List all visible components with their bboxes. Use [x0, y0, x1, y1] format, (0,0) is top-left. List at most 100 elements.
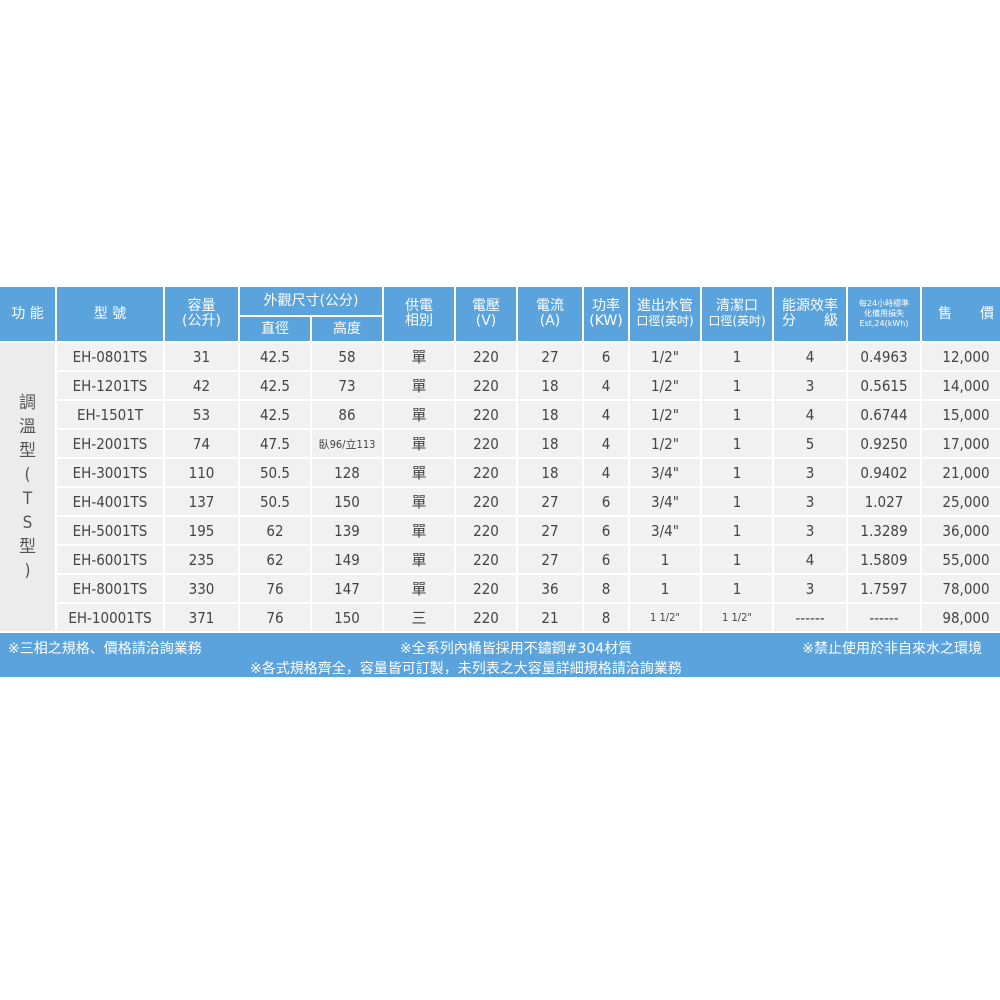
- cell-voltage: 220: [456, 343, 516, 372]
- cell-diameter: 76: [240, 575, 310, 604]
- table-row: EH-6001TS 235 62 149 單 220 27 6 1 1 4 1.5809 55,000: [0, 546, 1000, 575]
- footer-notes: ※三相之規格、價格請洽詢業務 ※全系列內桶皆採用不鏽鋼#304材質 ※禁止使用於…: [0, 633, 1000, 677]
- cell-phase: 單: [384, 575, 454, 604]
- cell-model: EH-3001TS: [57, 459, 163, 488]
- cell-power: 6: [584, 546, 628, 575]
- cell-diameter: 62: [240, 546, 310, 575]
- cell-diameter: 42.5: [240, 343, 310, 372]
- header-voltage: 電壓 (V): [456, 287, 516, 343]
- cell-clean: 1: [702, 343, 772, 372]
- header-phase: 供電 相別: [384, 287, 454, 343]
- cell-pipe: 1 1/2": [630, 604, 700, 633]
- header-diameter: 直徑: [240, 317, 310, 343]
- footer-note: ※三相之規格、價格請洽詢業務: [8, 641, 202, 657]
- spec-table: 功 能 型 號 容量 (公升) 外觀尺寸(公分) 供電 相別 電壓 (V) 電流 (A)…: [0, 287, 1000, 633]
- cell-phase: 單: [384, 546, 454, 575]
- cell-power: 4: [584, 401, 628, 430]
- cell-voltage: 220: [456, 575, 516, 604]
- cell-standby-loss: 1.7597: [848, 575, 920, 604]
- cell-model: EH-1501T: [57, 401, 163, 430]
- cell-pipe: 1/2": [630, 401, 700, 430]
- cell-capacity: 53: [165, 401, 238, 430]
- header-loss: 每24小時標準 化備用損失 Est,24(kWh): [848, 287, 920, 343]
- table-row: EH-1501T 53 42.5 86 單 220 18 4 1/2" 1 4 0.6744 15,00…: [0, 401, 1000, 430]
- cell-diameter: 62: [240, 517, 310, 546]
- cell-height: 73: [312, 372, 382, 401]
- cell-current: 21: [518, 604, 582, 633]
- cell-price: 55,000: [922, 546, 1000, 575]
- cell-voltage: 220: [456, 459, 516, 488]
- cell-voltage: 220: [456, 517, 516, 546]
- cell-price: 15,000: [922, 401, 1000, 430]
- cell-current: 36: [518, 575, 582, 604]
- cell-standby-loss: ------: [848, 604, 920, 633]
- header-capacity: 容量 (公升): [165, 287, 238, 343]
- header-price: 售 價: [922, 287, 1000, 343]
- cell-height: 147: [312, 575, 382, 604]
- cell-standby-loss: 1.3289: [848, 517, 920, 546]
- cell-current: 18: [518, 401, 582, 430]
- cell-clean: 1: [702, 488, 772, 517]
- cell-power: 6: [584, 488, 628, 517]
- cell-capacity: 42: [165, 372, 238, 401]
- cell-current: 18: [518, 459, 582, 488]
- cell-current: 27: [518, 546, 582, 575]
- cell-standby-loss: 0.4963: [848, 343, 920, 372]
- cell-energy-grade: ------: [774, 604, 846, 633]
- cell-phase: 單: [384, 430, 454, 459]
- cell-model: EH-5001TS: [57, 517, 163, 546]
- cell-energy-grade: 4: [774, 401, 846, 430]
- cell-height: 139: [312, 517, 382, 546]
- cell-clean: 1: [702, 430, 772, 459]
- cell-price: 78,000: [922, 575, 1000, 604]
- table-row: EH-8001TS 330 76 147 單 220 36 8 1 1 3 1.7597 78,000: [0, 575, 1000, 604]
- cell-voltage: 220: [456, 430, 516, 459]
- cell-diameter: 50.5: [240, 488, 310, 517]
- table-row: EH-2001TS 74 47.5 臥96/立113 單 220 18 4 1/2" 1 5 0.92…: [0, 430, 1000, 459]
- table-row: EH-10001TS 371 76 150 三 220 21 8 1 1/2" 1 1/2" ---…: [0, 604, 1000, 633]
- cell-height: 128: [312, 459, 382, 488]
- cell-height: 150: [312, 604, 382, 633]
- cell-diameter: 76: [240, 604, 310, 633]
- cell-phase: 單: [384, 488, 454, 517]
- cell-power: 4: [584, 459, 628, 488]
- cell-clean: 1: [702, 401, 772, 430]
- cell-energy-grade: 3: [774, 488, 846, 517]
- cell-model: EH-8001TS: [57, 575, 163, 604]
- header-pipe: 進出水管 口徑(英吋): [630, 287, 700, 343]
- cell-energy-grade: 3: [774, 575, 846, 604]
- cell-standby-loss: 1.5809: [848, 546, 920, 575]
- cell-price: 21,000: [922, 459, 1000, 488]
- cell-standby-loss: 1.027: [848, 488, 920, 517]
- cell-current: 27: [518, 343, 582, 372]
- cell-diameter: 42.5: [240, 401, 310, 430]
- cell-capacity: 31: [165, 343, 238, 372]
- table-row: EH-3001TS 110 50.5 128 單 220 18 4 3/4" 1 3 0.9402 21…: [0, 459, 1000, 488]
- cell-height: 58: [312, 343, 382, 372]
- cell-clean: 1: [702, 372, 772, 401]
- cell-energy-grade: 5: [774, 430, 846, 459]
- header-current: 電流 (A): [518, 287, 582, 343]
- cell-power: 6: [584, 343, 628, 372]
- spec-table-container: 功 能 型 號 容量 (公升) 外觀尺寸(公分) 供電 相別 電壓 (V) 電流 (A)…: [0, 287, 1000, 677]
- cell-price: 17,000: [922, 430, 1000, 459]
- cell-current: 18: [518, 372, 582, 401]
- cell-phase: 單: [384, 372, 454, 401]
- header-height: 高度: [312, 317, 382, 343]
- cell-price: 14,000: [922, 372, 1000, 401]
- cell-standby-loss: 0.9250: [848, 430, 920, 459]
- header-model: 型 號: [57, 287, 163, 343]
- header-clean: 清潔口 口徑(英吋): [702, 287, 772, 343]
- cell-capacity: 195: [165, 517, 238, 546]
- cell-standby-loss: 0.9402: [848, 459, 920, 488]
- table-row: EH-1201TS 42 42.5 73 單 220 18 4 1/2" 1 3 0.5615 14,0…: [0, 372, 1000, 401]
- cell-capacity: 110: [165, 459, 238, 488]
- footer-note: ※全系列內桶皆採用不鏽鋼#304材質: [400, 641, 633, 657]
- cell-power: 6: [584, 517, 628, 546]
- cell-capacity: 330: [165, 575, 238, 604]
- table-row: EH-4001TS 137 50.5 150 單 220 27 6 3/4" 1 3 1.027 25,…: [0, 488, 1000, 517]
- cell-height: 臥96/立113: [312, 430, 382, 459]
- cell-model: EH-0801TS: [57, 343, 163, 372]
- header-power: 功率 (KW): [584, 287, 628, 343]
- cell-power: 8: [584, 575, 628, 604]
